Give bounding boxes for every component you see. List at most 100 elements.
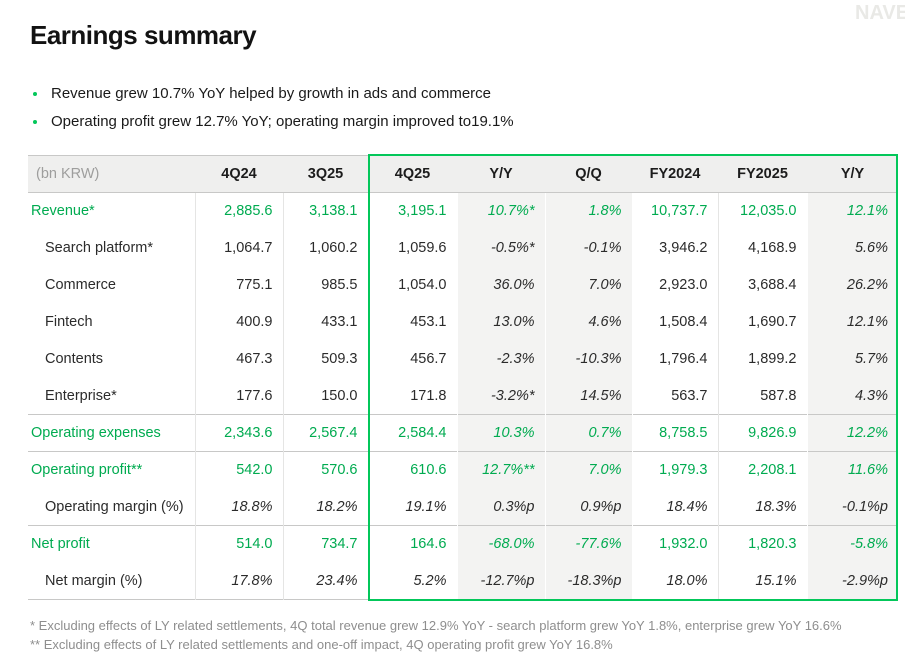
cell: 542.0 [194,451,283,489]
cell: 1,064.7 [194,229,283,267]
cell: 775.1 [194,266,283,304]
cell: 18.8% [194,488,283,526]
column-header: FY2025 [718,155,807,193]
cell: 15.1% [717,562,807,600]
table-row-net-margin: Net margin (%) 17.8% 23.4% 5.2% -12.7%p … [28,562,898,600]
column-header: 4Q24 [195,155,283,193]
cell: 2,567.4 [282,414,368,452]
column-header: Y/Y [807,155,898,193]
cell: 7.0% [544,451,632,489]
cell: -3.2%* [456,377,545,415]
cell: 10,737.7 [631,192,718,230]
footnote: ** Excluding effects of LY related settl… [30,637,613,652]
cell: 3,946.2 [631,229,718,267]
bullet-text: Revenue grew 10.7% YoY helped by growth … [51,85,492,102]
list-item: Revenue grew 10.7% YoY helped by growth … [30,85,514,103]
table-row-operating-expenses: Operating expenses 2,343.6 2,567.4 2,584… [28,414,898,452]
cell: 9,826.9 [717,414,807,452]
cell: -0.5%* [456,229,545,267]
cell: 150.0 [282,377,368,415]
row-label: Commerce [45,277,116,293]
row-label: Net profit [28,525,195,563]
cell: 985.5 [282,266,368,304]
table-row-operating-margin: Operating margin (%) 18.8% 18.2% 19.1% 0… [28,488,898,526]
earnings-table: (bn KRW) 4Q24 3Q25 4Q25 Y/Y Q/Q FY2024 F… [28,155,898,600]
row-label: Revenue* [31,203,95,220]
cell: -0.1%p [806,488,898,526]
cell: 18.3% [717,488,807,526]
cell: 1,979.3 [631,451,718,489]
column-header: FY2024 [632,155,718,193]
cell: -2.3% [456,340,545,378]
cell: 570.6 [282,451,368,489]
row-label: Operating expenses [28,414,195,452]
cell: 7.0% [544,266,632,304]
cell: 453.1 [367,303,457,341]
cell: 10.7%* [456,192,545,230]
cell: 5.6% [806,229,898,267]
cell: 5.2% [367,562,457,600]
earnings-table-wrap: (bn KRW) 4Q24 3Q25 4Q25 Y/Y Q/Q FY2024 F… [28,154,898,601]
cell: 1,796.4 [631,340,718,378]
cell: 509.3 [282,340,368,378]
column-header: Q/Q [545,155,632,193]
unit-label: (bn KRW) [28,155,195,193]
cell: 467.3 [194,340,283,378]
cell: 1,059.6 [367,229,457,267]
cell: 587.8 [717,377,807,415]
cell: 734.7 [282,525,368,563]
cell: 14.5% [544,377,632,415]
bullet-dot-icon [33,92,37,96]
cell: 177.6 [194,377,283,415]
cell: 1,820.3 [717,525,807,563]
row-label: Enterprise* [45,387,117,404]
cell: 18.2% [282,488,368,526]
highlights-list: Revenue grew 10.7% YoY helped by growth … [30,85,514,141]
naver-logo: NAVER [855,2,905,24]
cell: 3,195.1 [367,192,457,230]
page-title: Earnings summary [30,20,257,50]
cell: 10.3% [456,414,545,452]
cell: -5.8% [806,525,898,563]
table-row-enterprise: Enterprise* 177.6 150.0 171.8 -3.2%* 14.… [28,377,898,415]
cell: 3,688.4 [717,266,807,304]
cell: 26.2% [806,266,898,304]
cell: 4.3% [806,377,898,415]
cell: 563.7 [631,377,718,415]
cell: 1,054.0 [367,266,457,304]
cell: 610.6 [367,451,457,489]
cell: 12.1% [806,192,898,230]
cell: 3,138.1 [282,192,368,230]
cell: 0.3%p [456,488,545,526]
cell: 1,060.2 [282,229,368,267]
cell: -77.6% [544,525,632,563]
cell: -10.3% [544,340,632,378]
bullet-dot-icon [33,120,37,124]
cell: 19.1% [367,488,457,526]
row-label: Operating margin (%) [45,498,184,515]
cell: 36.0% [456,266,545,304]
table-header-row: (bn KRW) 4Q24 3Q25 4Q25 Y/Y Q/Q FY2024 F… [28,155,898,193]
table-row-commerce: Commerce 775.1 985.5 1,054.0 36.0% 7.0% … [28,266,898,304]
cell: 2,923.0 [631,266,718,304]
footnotes: * Excluding effects of LY related settle… [30,616,842,654]
cell: -12.7%p [456,562,545,600]
column-header: Y/Y [457,155,545,193]
cell: 1.8% [544,192,632,230]
cell: 5.7% [806,340,898,378]
cell: 164.6 [367,525,457,563]
cell: 12.7%** [456,451,545,489]
cell: 11.6% [806,451,898,489]
cell: 2,208.1 [717,451,807,489]
table-row-search-platform: Search platform* 1,064.7 1,060.2 1,059.6… [28,229,898,267]
cell: -0.1% [544,229,632,267]
row-label: Operating profit** [28,451,195,489]
cell: 12,035.0 [717,192,807,230]
cell: 1,932.0 [631,525,718,563]
row-label: Net margin (%) [45,572,143,589]
list-item: Operating profit grew 12.7% YoY; operati… [30,113,514,131]
cell: 2,343.6 [194,414,283,452]
cell: 2,885.6 [194,192,283,230]
cell: 12.1% [806,303,898,341]
cell: 433.1 [282,303,368,341]
